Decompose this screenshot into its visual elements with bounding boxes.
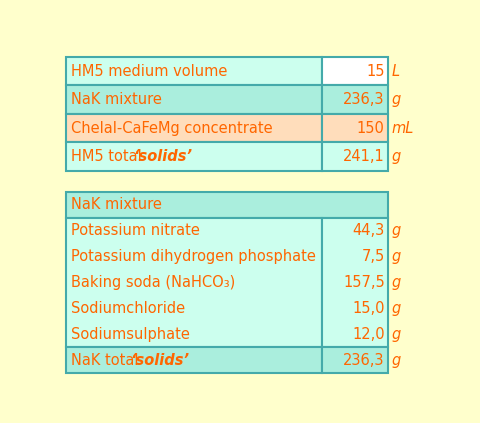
Text: g: g (392, 327, 401, 342)
Text: g: g (392, 92, 401, 107)
Bar (66, 192, 388, 218)
Bar (322, 57, 388, 85)
Text: HM5 medium volume: HM5 medium volume (71, 64, 227, 79)
Text: HM5 total: HM5 total (71, 149, 151, 164)
Bar (322, 347, 388, 374)
Text: NaK mixture: NaK mixture (71, 197, 162, 212)
Text: 15,0: 15,0 (352, 301, 385, 316)
Text: Sodiumsulphate: Sodiumsulphate (71, 327, 190, 342)
Text: 236,3: 236,3 (343, 92, 385, 107)
Text: 12,0: 12,0 (352, 327, 385, 342)
Bar (66, 114, 322, 143)
Text: 7,5: 7,5 (361, 249, 385, 264)
Bar (66, 347, 322, 374)
Bar (322, 143, 388, 171)
Text: ‘solids’: ‘solids’ (131, 353, 189, 368)
Text: ‘solids’: ‘solids’ (133, 149, 192, 164)
Text: g: g (392, 249, 401, 264)
Text: NaK total: NaK total (71, 353, 148, 368)
Text: 236,3: 236,3 (343, 353, 385, 368)
Text: Potassium dihydrogen phosphate: Potassium dihydrogen phosphate (71, 249, 316, 264)
Text: mL: mL (392, 121, 414, 136)
Text: 44,3: 44,3 (352, 223, 385, 238)
Text: g: g (392, 301, 401, 316)
Text: 241,1: 241,1 (343, 149, 385, 164)
Text: g: g (392, 223, 401, 238)
Bar (322, 114, 388, 143)
Text: 150: 150 (357, 121, 385, 136)
Text: 15: 15 (366, 64, 385, 79)
Bar (66, 57, 322, 85)
Bar (66, 85, 322, 114)
Text: g: g (392, 275, 401, 290)
Text: Baking soda (NaHCO₃): Baking soda (NaHCO₃) (71, 275, 235, 290)
Text: Potassium nitrate: Potassium nitrate (71, 223, 200, 238)
Bar (322, 85, 388, 114)
Text: g: g (392, 353, 401, 368)
Text: Sodiumchloride: Sodiumchloride (71, 301, 185, 316)
Text: g: g (392, 149, 401, 164)
Text: NaK mixture: NaK mixture (71, 92, 162, 107)
Bar (66, 143, 322, 171)
Bar (66, 218, 322, 347)
Text: Chelal-CaFeMg concentrate: Chelal-CaFeMg concentrate (71, 121, 273, 136)
Bar (322, 218, 388, 347)
Text: L: L (392, 64, 400, 79)
Text: 157,5: 157,5 (343, 275, 385, 290)
